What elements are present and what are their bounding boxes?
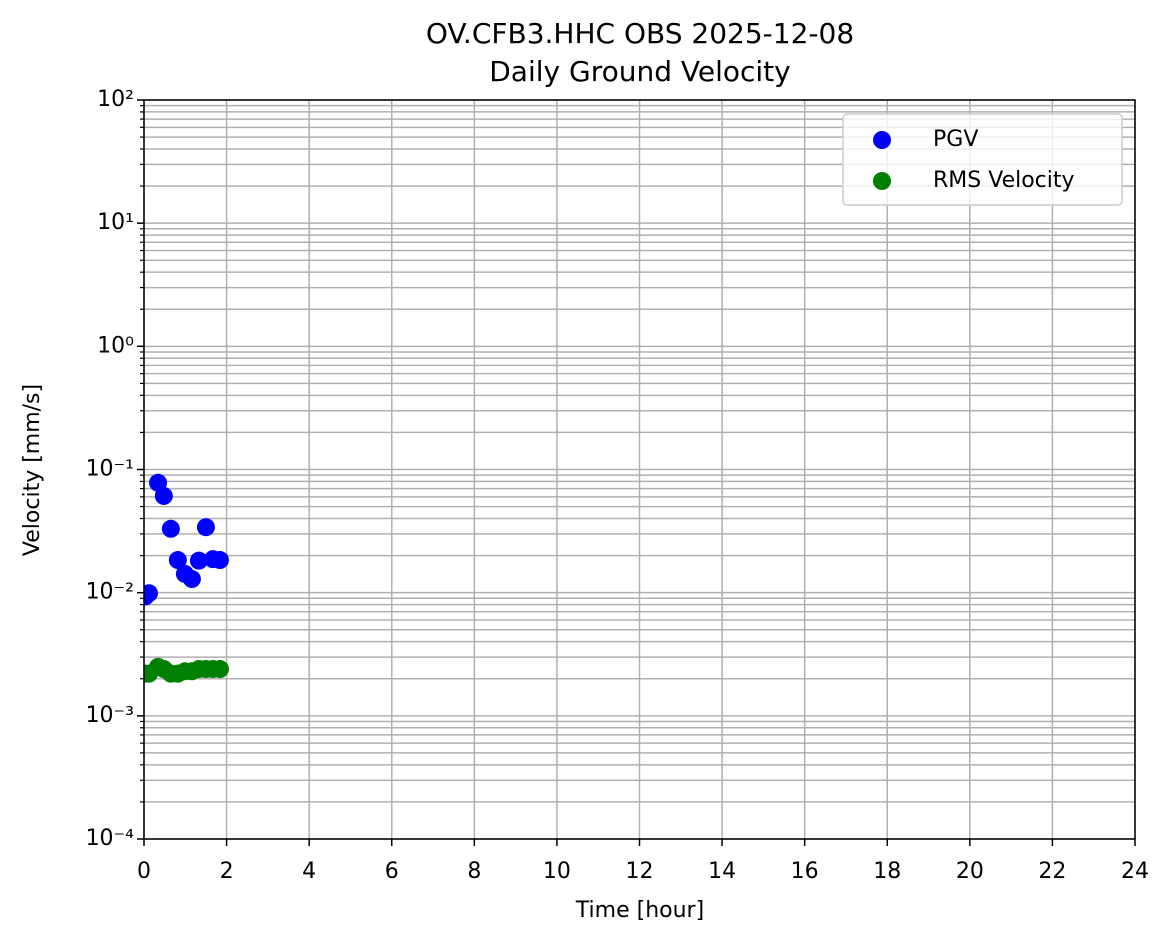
x-tick-label: 22 [1038, 859, 1066, 884]
y-tick-label: 10⁻² [86, 580, 134, 605]
point [210, 660, 229, 679]
x-tick-label: 4 [302, 859, 316, 884]
y-axis-label: Velocity [mm/s] [20, 384, 45, 556]
x-tick-label: 0 [137, 859, 151, 884]
y-tick-label: 10⁰ [97, 333, 134, 358]
point [189, 551, 208, 570]
y-tick-label: 10⁻⁴ [86, 826, 135, 851]
legend-label: RMS Velocity [933, 168, 1075, 193]
x-tick-label: 8 [467, 859, 481, 884]
point [144, 584, 158, 603]
plot-frame [143, 99, 1136, 840]
chart-title: OV.CFB3.HHC OBS 2025-12-08 [426, 17, 854, 50]
grid [143, 99, 1136, 840]
y-tick-label: 10² [97, 87, 134, 112]
legend-label: PGV [933, 127, 978, 152]
legend-box [842, 113, 1123, 206]
x-tick-label: 2 [220, 859, 234, 884]
legend-marker [873, 172, 891, 190]
x-tick-label: 18 [873, 859, 901, 884]
x-tick-label: 24 [1121, 859, 1149, 884]
legend-marker [873, 131, 891, 149]
x-tick-label: 6 [385, 859, 399, 884]
y-tick-label: 10¹ [97, 210, 134, 235]
x-tick-label: 20 [956, 859, 984, 884]
chart-subtitle: Daily Ground Velocity [489, 55, 790, 88]
point [196, 518, 215, 537]
x-tick-label: 12 [626, 859, 654, 884]
x-tick-label: 16 [791, 859, 819, 884]
point [168, 551, 187, 570]
point [161, 519, 180, 538]
x-tick-label: 14 [708, 859, 736, 884]
points [144, 473, 229, 683]
x-axis-label: Time [hour] [575, 898, 704, 923]
point [154, 486, 173, 505]
point [182, 570, 201, 589]
x-tick-label: 10 [543, 859, 571, 884]
legend: PGV RMS Velocity [842, 113, 1123, 206]
y-tick-label: 10⁻³ [86, 703, 134, 728]
point [210, 551, 229, 570]
y-tick-label: 10⁻¹ [86, 457, 134, 482]
